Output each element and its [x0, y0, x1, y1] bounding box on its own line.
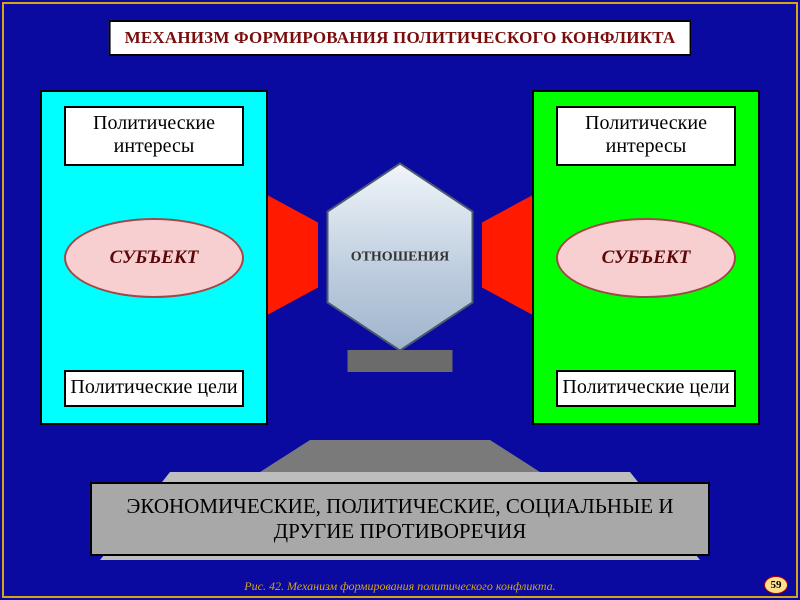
left-subject-label: СУБЪЕКТ: [110, 247, 199, 269]
left-subject-ellipse: СУБЪЕКТ: [64, 218, 244, 298]
right-top-box: Политические интересы: [556, 106, 736, 166]
left-bottom-box: Политические цели: [64, 370, 244, 407]
diagram-title: МЕХАНИЗМ ФОРМИРОВАНИЯ ПОЛИТИЧЕСКОГО КОНФ…: [109, 20, 692, 56]
hexagon-relations: ОТНОШЕНИЯ: [323, 160, 478, 355]
right-subject-ellipse: СУБЪЕКТ: [556, 218, 736, 298]
slide-root: МЕХАНИЗМ ФОРМИРОВАНИЯ ПОЛИТИЧЕСКОГО КОНФ…: [0, 0, 800, 600]
left-top-box: Политические интересы: [64, 106, 244, 166]
page-number-badge: 59: [764, 576, 788, 594]
right-subject-label: СУБЪЕКТ: [602, 247, 691, 269]
page-number: 59: [771, 579, 782, 591]
right-bottom-box: Политические цели: [556, 370, 736, 407]
hexagon-base: [348, 350, 453, 372]
figure-caption: Рис. 42. Механизм формирования политичес…: [244, 579, 555, 594]
panel-right: Политические интересы СУБЪЕКТ Политическ…: [532, 90, 760, 425]
panel-left: Политические интересы СУБЪЕКТ Политическ…: [40, 90, 268, 425]
bottom-contradictions-box: ЭКОНОМИЧЕСКИЕ, ПОЛИТИЧЕСКИЕ, СОЦИАЛЬНЫЕ …: [90, 482, 710, 556]
hexagon-label: ОТНОШЕНИЯ: [351, 249, 450, 265]
